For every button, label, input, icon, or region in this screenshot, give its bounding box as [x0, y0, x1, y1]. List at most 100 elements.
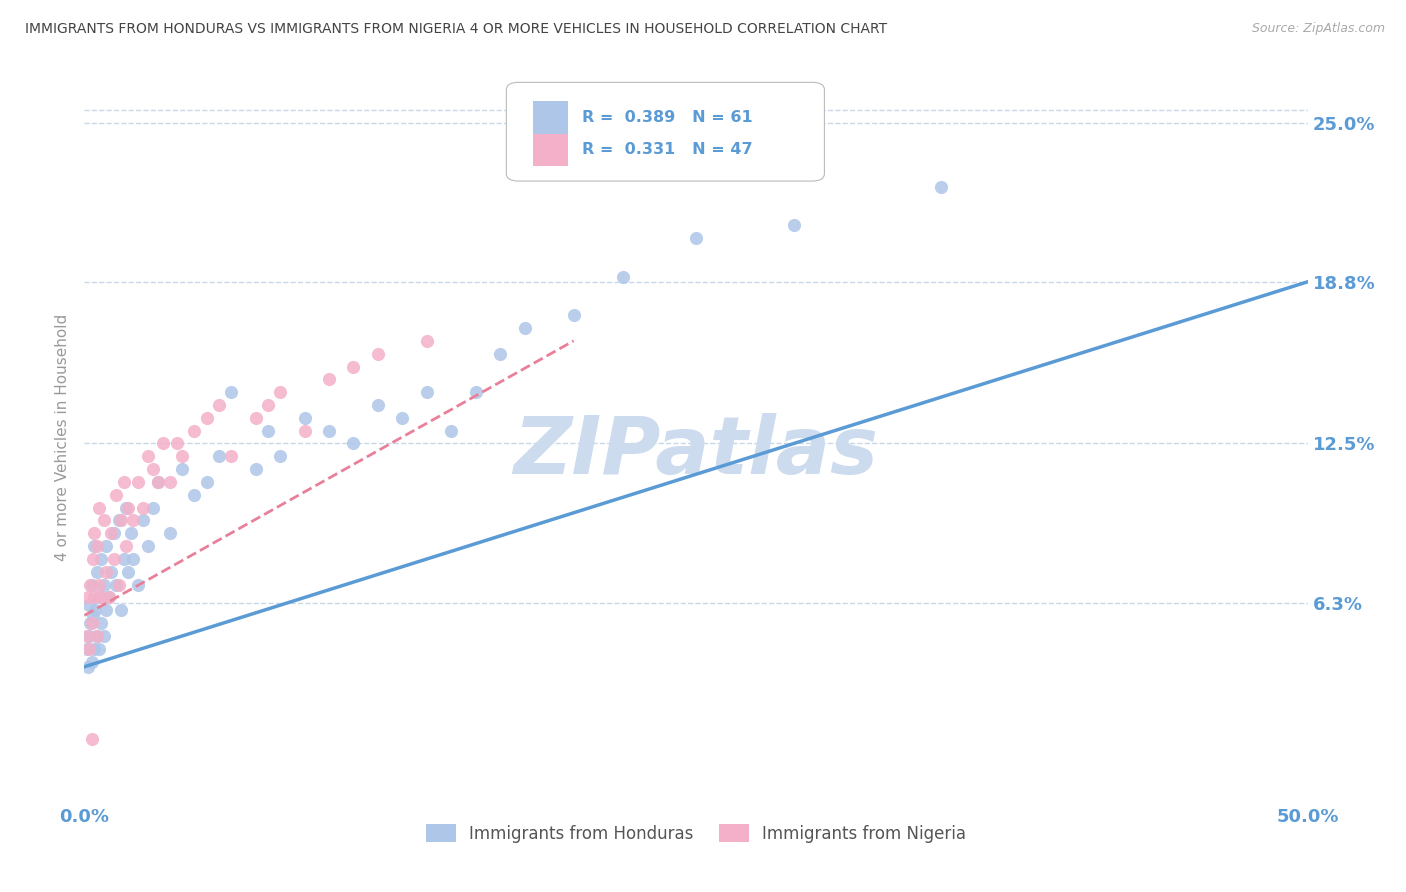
- Point: [107, 514, 129, 528]
- Point: [90, 616, 112, 631]
- Point: [117, 565, 139, 579]
- Point: [96, 565, 118, 579]
- Legend: Immigrants from Honduras, Immigrants from Nigeria: Immigrants from Honduras, Immigrants fro…: [419, 818, 973, 849]
- Point: [342, 359, 364, 374]
- Point: [76, 629, 98, 643]
- Point: [110, 603, 132, 617]
- Point: [416, 334, 439, 348]
- Point: [83, 641, 105, 656]
- Point: [83, 591, 105, 605]
- Text: IMMIGRANTS FROM HONDURAS VS IMMIGRANTS FROM NIGERIA 4 OR MORE VEHICLES IN HOUSEH: IMMIGRANTS FROM HONDURAS VS IMMIGRANTS F…: [25, 22, 887, 37]
- Point: [86, 539, 108, 553]
- Point: [245, 410, 267, 425]
- Point: [82, 552, 104, 566]
- Point: [83, 526, 105, 541]
- Point: [391, 410, 413, 425]
- Point: [127, 475, 149, 489]
- Point: [367, 346, 389, 360]
- Text: R =  0.331   N = 47: R = 0.331 N = 47: [582, 142, 752, 157]
- Point: [294, 410, 316, 425]
- Point: [136, 450, 159, 464]
- Point: [783, 219, 806, 233]
- Point: [269, 450, 291, 464]
- Point: [929, 179, 952, 194]
- Point: [77, 641, 100, 656]
- Point: [142, 462, 165, 476]
- Point: [112, 552, 135, 566]
- Point: [87, 577, 110, 591]
- Point: [294, 424, 316, 438]
- Point: [219, 385, 242, 400]
- FancyBboxPatch shape: [533, 102, 568, 134]
- Point: [79, 577, 101, 591]
- Point: [136, 539, 159, 553]
- Point: [96, 603, 118, 617]
- Point: [80, 577, 103, 591]
- Point: [416, 385, 439, 400]
- Point: [159, 526, 181, 541]
- Point: [142, 500, 165, 515]
- Point: [122, 514, 145, 528]
- Point: [100, 526, 122, 541]
- Point: [146, 475, 169, 489]
- Point: [208, 450, 231, 464]
- Point: [103, 552, 125, 566]
- Point: [87, 500, 110, 515]
- Point: [112, 475, 135, 489]
- FancyBboxPatch shape: [533, 134, 568, 166]
- Point: [115, 539, 138, 553]
- Point: [245, 462, 267, 476]
- Point: [127, 577, 149, 591]
- Point: [120, 526, 142, 541]
- Point: [166, 436, 188, 450]
- Point: [132, 500, 155, 515]
- Point: [93, 577, 115, 591]
- Point: [82, 608, 104, 623]
- Point: [93, 514, 115, 528]
- Point: [93, 629, 115, 643]
- Text: R =  0.389   N = 61: R = 0.389 N = 61: [582, 110, 752, 125]
- Point: [440, 424, 463, 438]
- Point: [132, 514, 155, 528]
- Point: [685, 231, 707, 245]
- Point: [122, 552, 145, 566]
- Point: [117, 500, 139, 515]
- Point: [183, 488, 205, 502]
- Y-axis label: 4 or more Vehicles in Household: 4 or more Vehicles in Household: [55, 313, 70, 561]
- Point: [80, 731, 103, 746]
- Point: [195, 410, 218, 425]
- Point: [77, 598, 100, 612]
- Point: [100, 565, 122, 579]
- Point: [269, 385, 291, 400]
- Point: [489, 346, 512, 360]
- Point: [257, 424, 280, 438]
- Point: [367, 398, 389, 412]
- Point: [87, 591, 110, 605]
- Point: [84, 603, 107, 617]
- Point: [257, 398, 280, 412]
- Point: [152, 436, 174, 450]
- Point: [77, 591, 100, 605]
- Point: [342, 436, 364, 450]
- Point: [464, 385, 486, 400]
- Point: [77, 660, 100, 674]
- Point: [105, 577, 128, 591]
- Point: [159, 475, 181, 489]
- Point: [172, 462, 194, 476]
- Point: [115, 500, 138, 515]
- Point: [86, 629, 108, 643]
- Point: [97, 591, 120, 605]
- Point: [513, 321, 536, 335]
- Point: [90, 591, 112, 605]
- Point: [80, 655, 103, 669]
- Point: [96, 539, 118, 553]
- Point: [105, 488, 128, 502]
- FancyBboxPatch shape: [506, 82, 824, 181]
- Point: [110, 514, 132, 528]
- Point: [318, 372, 340, 386]
- Point: [76, 641, 98, 656]
- Point: [195, 475, 218, 489]
- Point: [208, 398, 231, 412]
- Point: [107, 577, 129, 591]
- Point: [87, 641, 110, 656]
